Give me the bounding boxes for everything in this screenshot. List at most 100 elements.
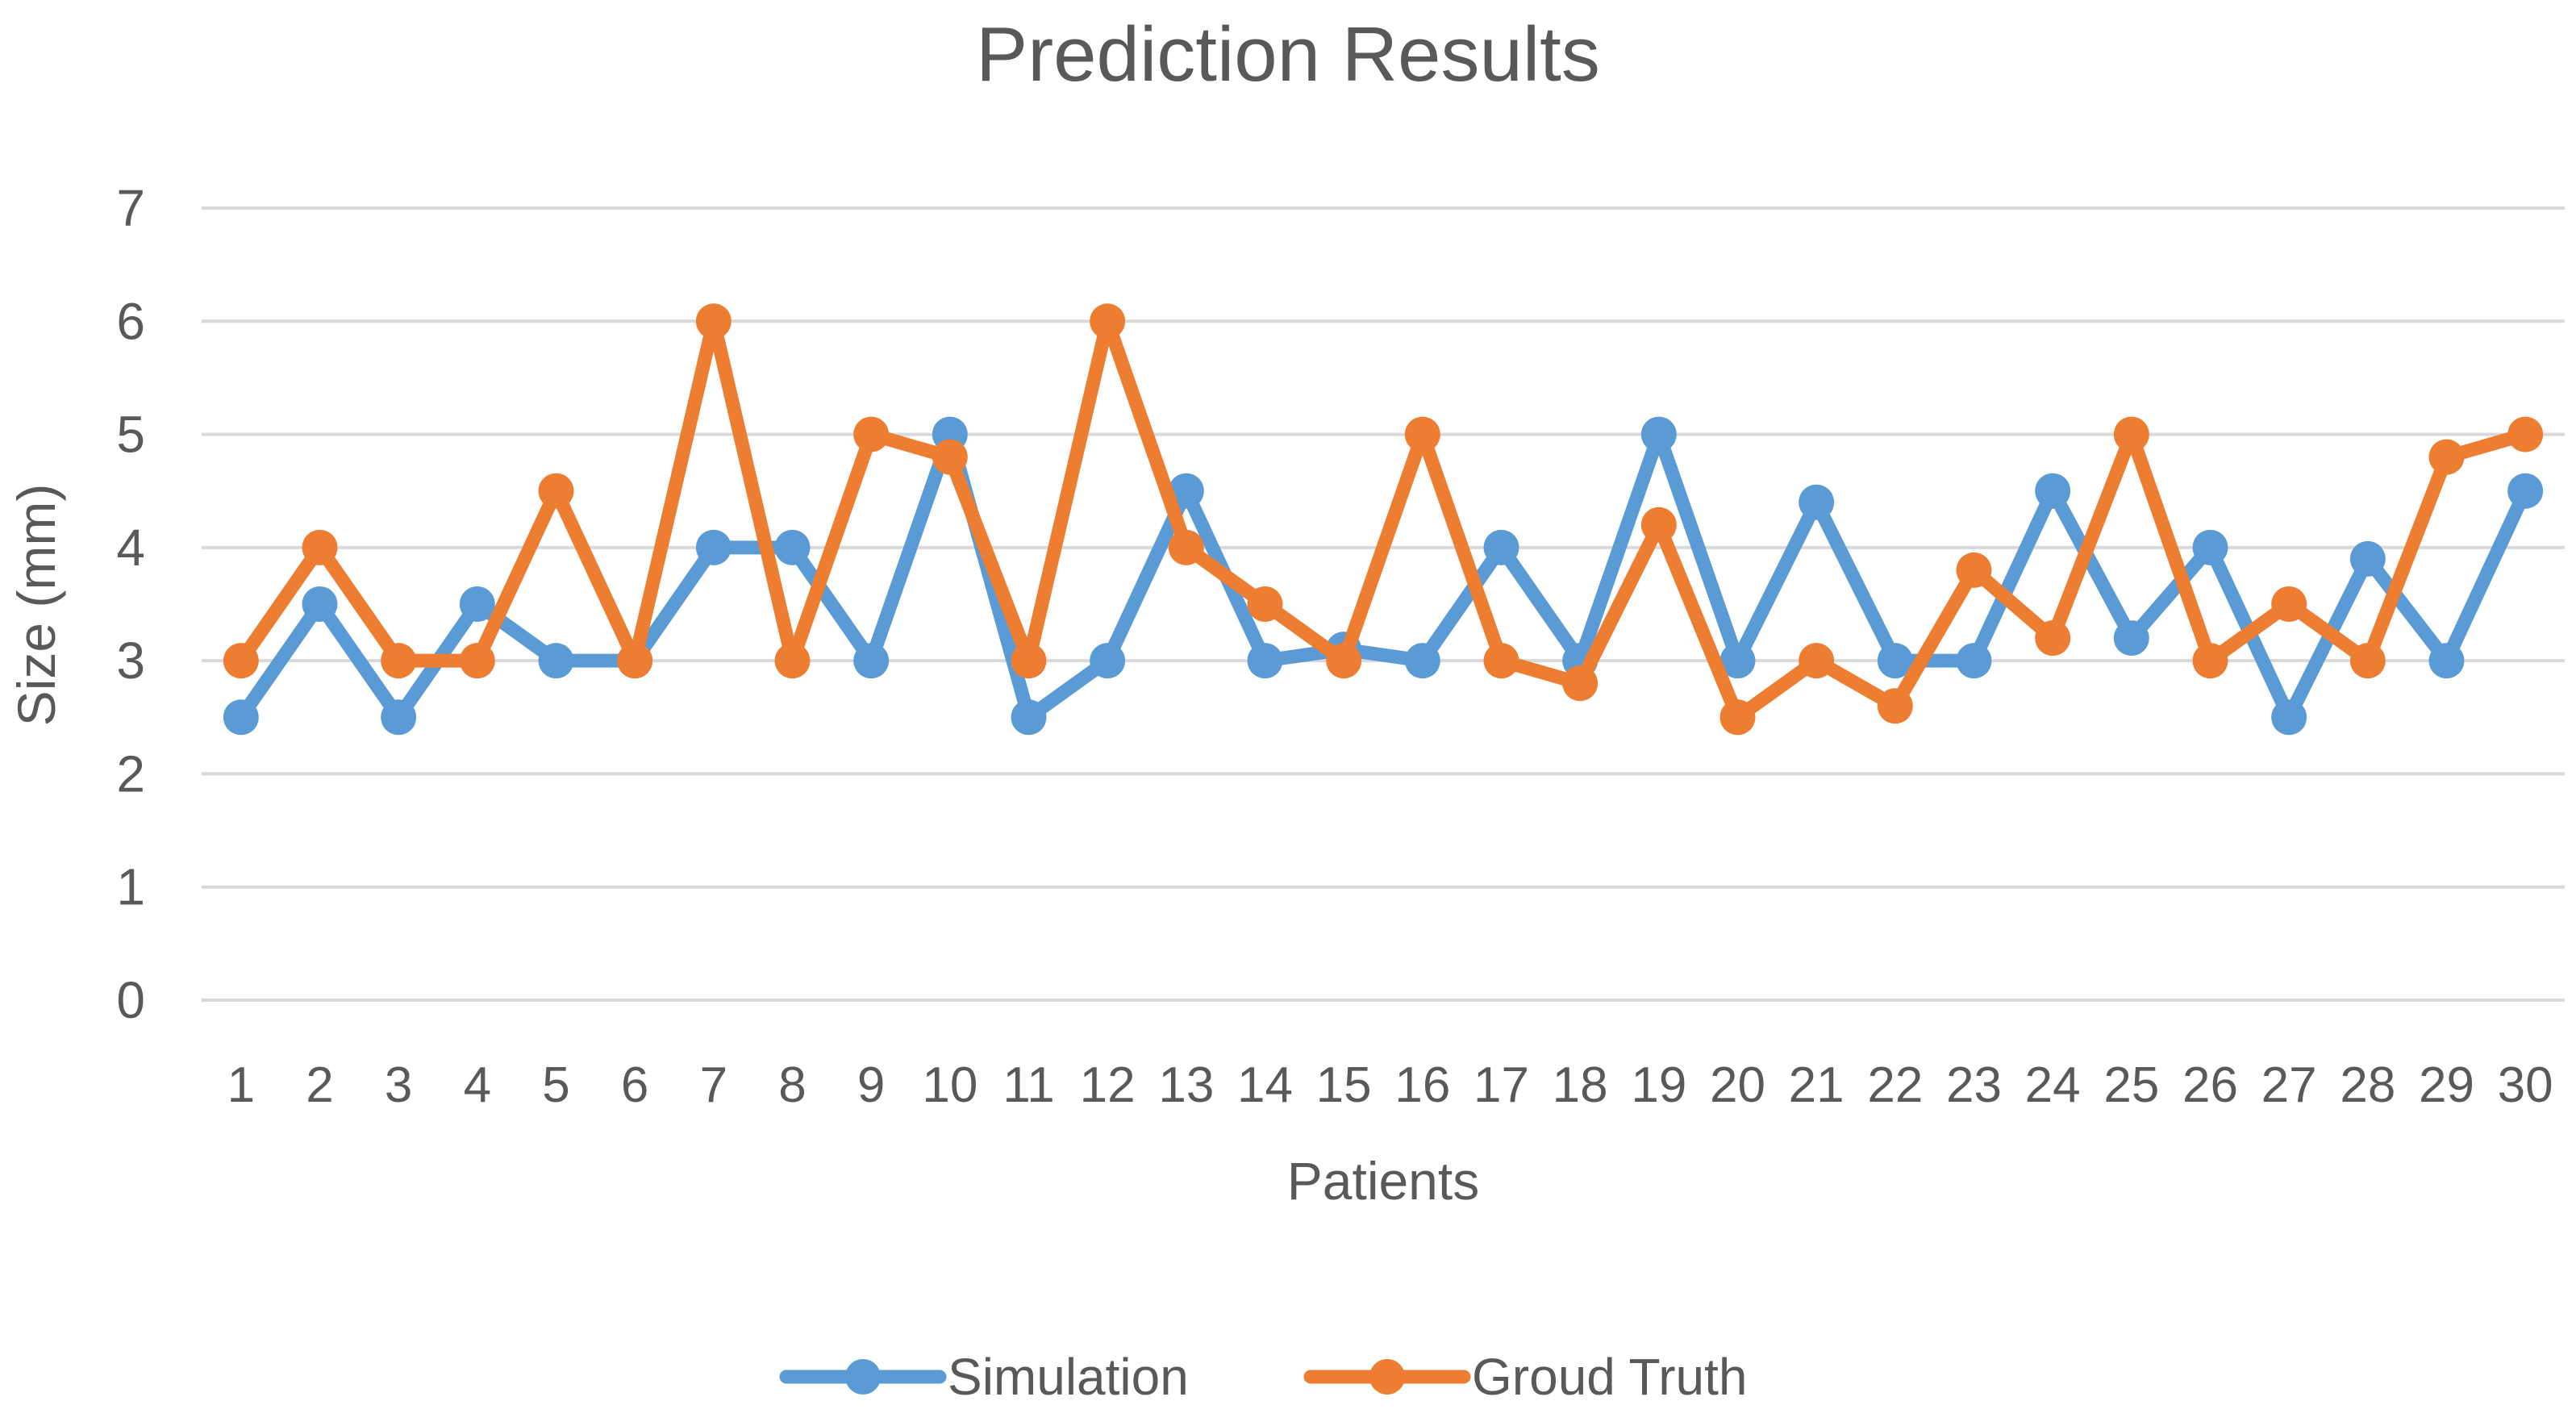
data-point — [1404, 416, 1440, 452]
data-point — [2507, 416, 2544, 452]
data-point — [1956, 552, 1992, 588]
data-point — [1640, 416, 1677, 452]
x-tick-label: 9 — [857, 1057, 885, 1113]
x-tick-label: 19 — [1631, 1057, 1686, 1113]
y-tick-label: 4 — [116, 519, 145, 577]
data-point — [2192, 529, 2228, 565]
data-point — [223, 643, 259, 679]
x-tick-label: 12 — [1080, 1057, 1136, 1113]
series-1 — [223, 416, 2544, 736]
data-point — [2192, 643, 2228, 679]
x-tick-label: 11 — [1002, 1057, 1054, 1113]
x-tick-label: 28 — [2340, 1057, 2395, 1113]
data-point — [2349, 540, 2386, 577]
x-tick-label: 25 — [2103, 1057, 2159, 1113]
x-tick-label: 21 — [1789, 1057, 1844, 1113]
data-point — [1483, 643, 1519, 679]
data-point — [1090, 303, 1126, 340]
x-tick-label: 7 — [700, 1057, 727, 1113]
x-axis-label: Patients — [1287, 1151, 1479, 1211]
data-point — [1011, 643, 1047, 679]
x-tick-label: 13 — [1158, 1057, 1214, 1113]
data-point — [302, 529, 338, 565]
data-point — [1956, 643, 1992, 679]
data-point — [2113, 620, 2149, 657]
data-point — [1011, 699, 1047, 736]
data-point — [1562, 665, 1599, 702]
data-point — [538, 643, 574, 679]
data-point — [2349, 643, 2386, 679]
data-point — [459, 643, 495, 679]
chart-title: Prediction Results — [976, 11, 1600, 98]
data-point — [2507, 473, 2544, 509]
x-tick-label: 15 — [1316, 1057, 1372, 1113]
x-tick-label: 26 — [2182, 1057, 2238, 1113]
y-tick-label: 6 — [116, 292, 145, 350]
x-tick-label: 8 — [778, 1057, 806, 1113]
y-tick-label: 3 — [116, 632, 145, 690]
x-tick-label: 18 — [1553, 1057, 1608, 1113]
x-tick-label: 30 — [2498, 1057, 2553, 1113]
data-point — [2035, 620, 2071, 657]
gridlines — [202, 206, 2565, 1002]
legend-item: Simulation — [779, 1348, 1189, 1406]
x-axis-ticks: 1 2 3 4 5 6 7 8 9 10 11 12 13 14 15 16 17 18 19 20 21 22 23 24 2… — [227, 1057, 2553, 1113]
legend-marker — [1369, 1359, 1405, 1395]
x-tick-label: 16 — [1394, 1057, 1450, 1113]
x-tick-label: 14 — [1237, 1057, 1293, 1113]
y-tick-label: 1 — [116, 858, 145, 916]
x-tick-label: 27 — [2261, 1057, 2317, 1113]
data-point — [302, 586, 338, 622]
y-axis-ticks: 0 1 2 3 4 5 6 7 — [116, 179, 145, 1029]
y-tick-label: 0 — [116, 971, 145, 1029]
legend-label: Simulation — [948, 1348, 1189, 1406]
x-tick-label: 24 — [2025, 1057, 2081, 1113]
data-point — [1799, 484, 1835, 520]
x-tick-label: 17 — [1473, 1057, 1529, 1113]
data-point — [2428, 643, 2465, 679]
data-point — [459, 586, 495, 622]
y-axis-label: Size (mm) — [6, 484, 66, 727]
x-tick-label: 22 — [1867, 1057, 1923, 1113]
legend-label: Groud Truth — [1472, 1348, 1748, 1406]
x-tick-label: 1 — [227, 1057, 255, 1113]
x-tick-label: 6 — [621, 1057, 648, 1113]
x-tick-label: 10 — [922, 1057, 977, 1113]
data-point — [1404, 643, 1440, 679]
data-point — [1719, 643, 1756, 679]
data-point — [2428, 439, 2465, 475]
y-tick-label: 7 — [116, 179, 145, 237]
data-point — [695, 303, 732, 340]
data-point — [2113, 416, 2149, 452]
data-point — [2271, 586, 2307, 622]
data-point — [774, 529, 811, 565]
x-tick-label: 5 — [542, 1057, 569, 1113]
x-tick-label: 23 — [1946, 1057, 2002, 1113]
data-point — [932, 439, 968, 475]
data-point — [617, 643, 653, 679]
data-point — [1247, 586, 1283, 622]
data-point — [1247, 643, 1283, 679]
x-tick-label: 3 — [385, 1057, 412, 1113]
series-line — [234, 314, 2532, 724]
x-tick-label: 4 — [464, 1057, 491, 1113]
data-point — [381, 699, 417, 736]
x-tick-label: 20 — [1710, 1057, 1765, 1113]
y-tick-label: 5 — [116, 406, 145, 464]
data-point — [1640, 507, 1677, 543]
data-point — [1877, 643, 1913, 679]
data-point — [2035, 473, 2071, 509]
data-point — [1168, 529, 1204, 565]
data-point — [1090, 643, 1126, 679]
x-tick-label: 29 — [2419, 1057, 2474, 1113]
data-point — [538, 473, 574, 509]
data-point — [223, 699, 259, 736]
series-2 — [223, 303, 2544, 736]
data-point — [1168, 473, 1204, 509]
data-point — [695, 529, 732, 565]
data-point — [1877, 688, 1913, 724]
x-tick-label: 2 — [306, 1057, 333, 1113]
data-point — [1799, 643, 1835, 679]
data-point — [1326, 643, 1362, 679]
